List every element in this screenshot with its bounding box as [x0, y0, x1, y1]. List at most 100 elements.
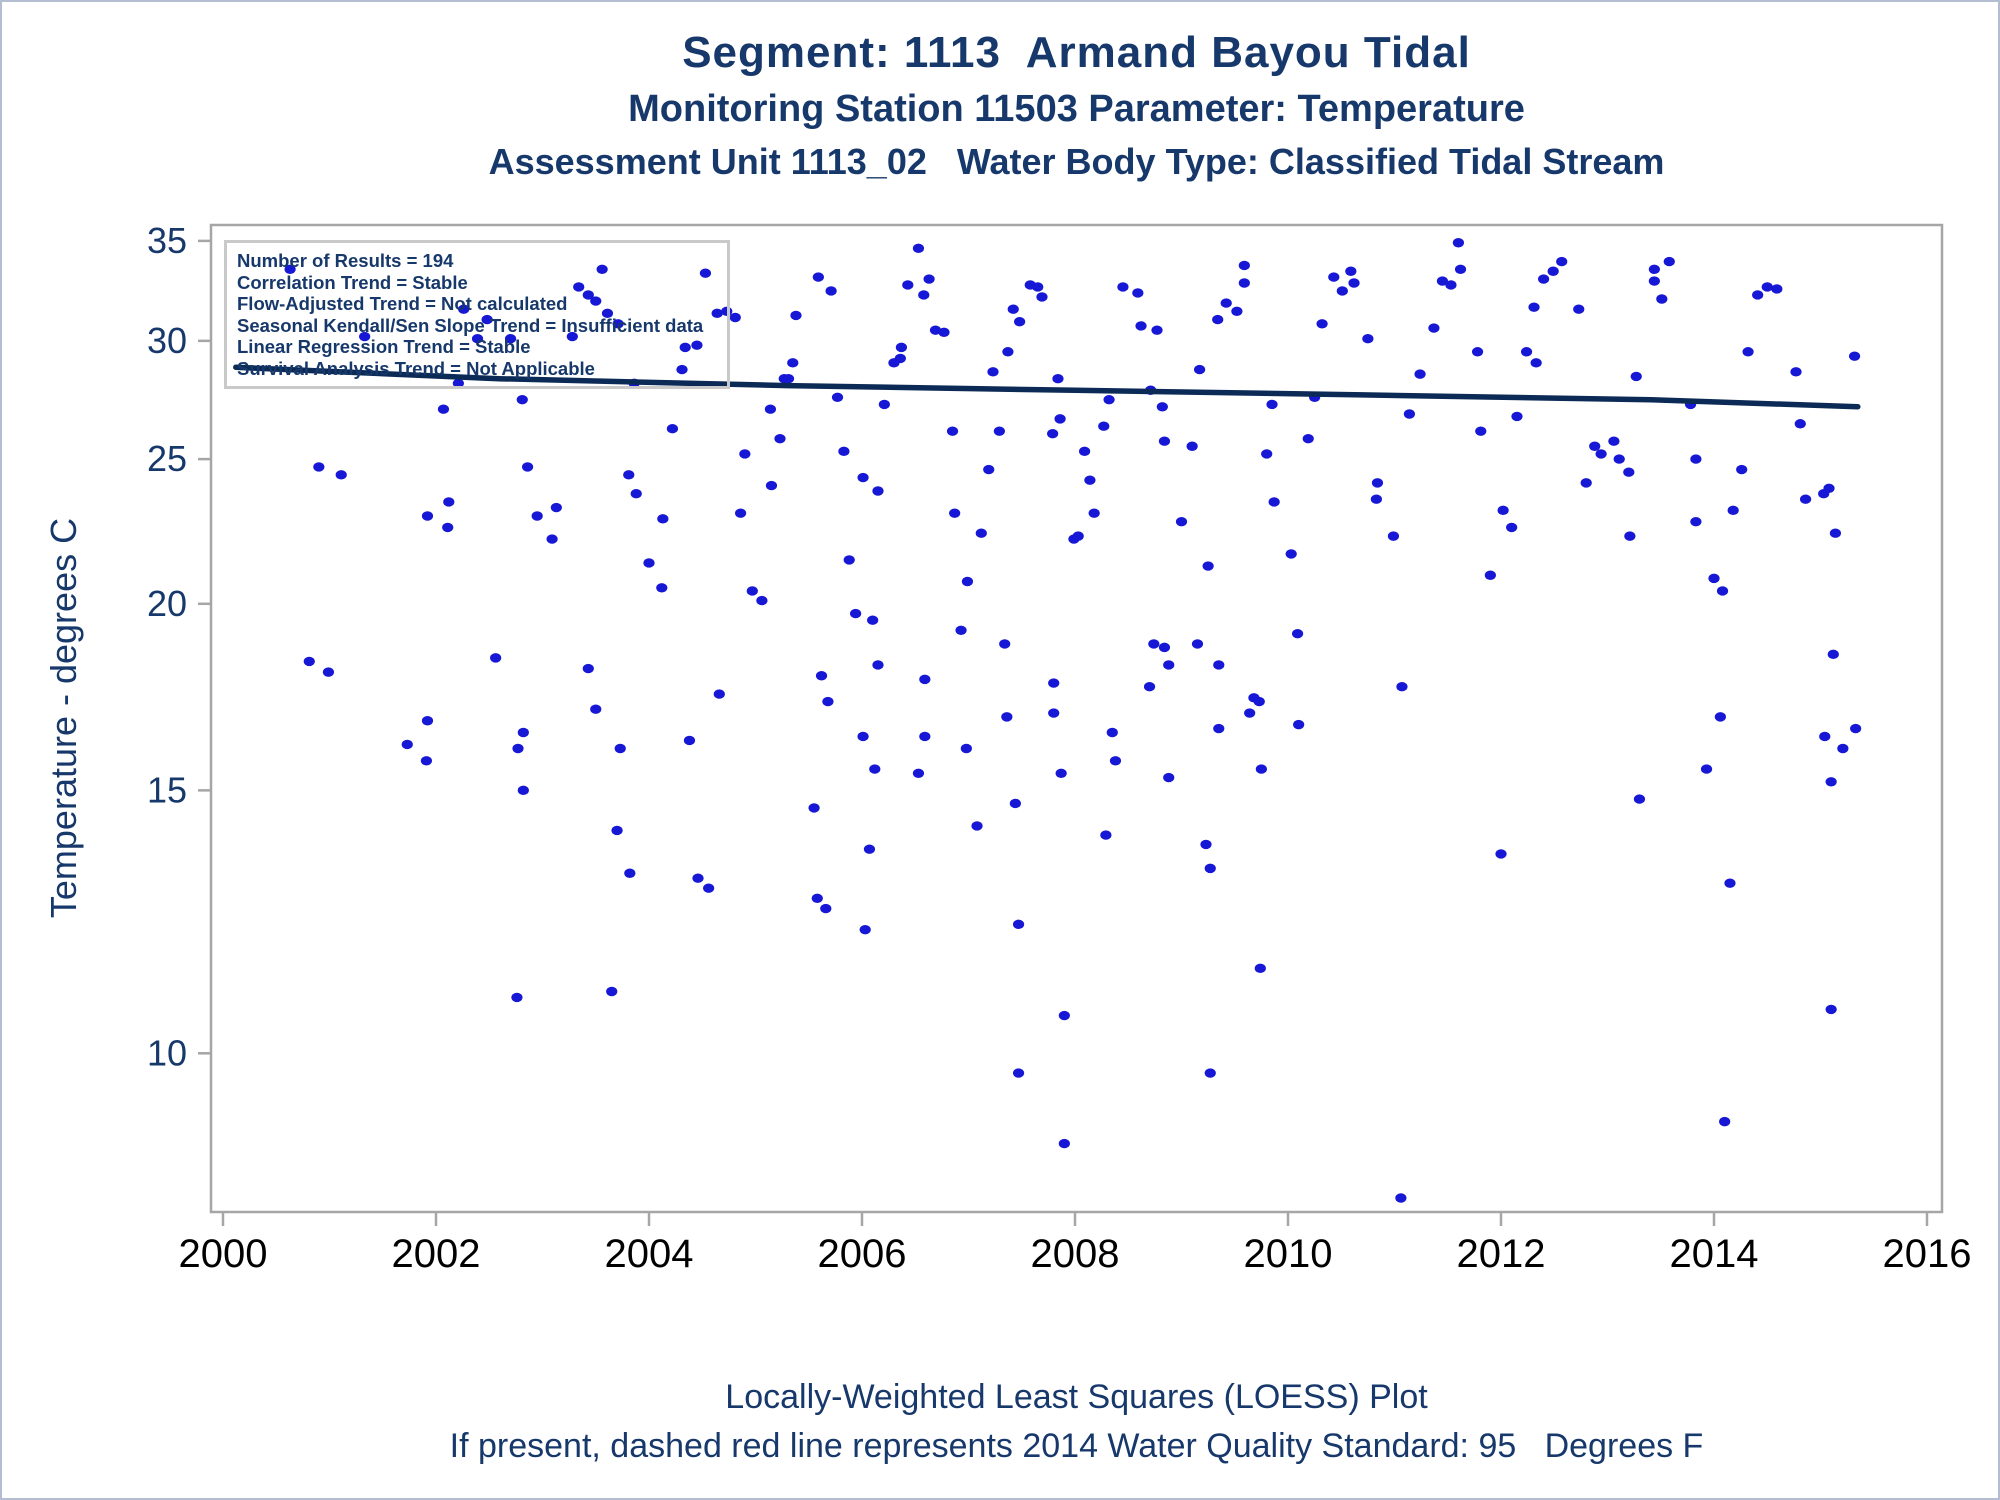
data-point [335, 470, 347, 480]
data-point [1238, 278, 1250, 288]
data-point [1163, 660, 1175, 670]
data-point [582, 290, 594, 300]
data-point [1452, 238, 1464, 248]
data-point [1253, 696, 1265, 707]
data-point [888, 358, 900, 368]
data-point [1595, 449, 1607, 459]
data-point [1117, 282, 1129, 292]
data-point [566, 331, 578, 342]
data-point [1370, 494, 1382, 504]
data-point [1109, 756, 1122, 766]
data-point [919, 674, 931, 685]
data-point [857, 731, 869, 742]
data-point [481, 314, 493, 325]
data-point [1484, 570, 1496, 580]
data-point [1825, 1004, 1837, 1015]
y-tick-label: 35 [147, 220, 187, 261]
data-point [857, 472, 869, 483]
data-point [1387, 531, 1400, 541]
data-point [1520, 347, 1533, 357]
data-point [1336, 286, 1348, 296]
data-point [1220, 298, 1232, 308]
data-point [1403, 409, 1416, 419]
data-point [1818, 489, 1830, 499]
stat-number-of-results: Number of Results = 194 [237, 250, 454, 271]
data-point [1007, 304, 1019, 314]
page-title: Segment: 1113 Armand Bayou Tidal [682, 28, 1471, 77]
data-point [683, 735, 696, 746]
data-point [1001, 712, 1013, 722]
data-point [1204, 863, 1216, 874]
data-point [1244, 708, 1256, 718]
data-point [1032, 282, 1044, 292]
x-tick-label: 2010 [1244, 1232, 1333, 1276]
data-point [831, 392, 844, 402]
data-point [872, 660, 884, 670]
data-point [787, 358, 799, 368]
y-tick-label: 15 [147, 769, 187, 810]
data-point [1151, 325, 1163, 335]
data-point [630, 489, 642, 499]
data-point [643, 558, 655, 568]
data-point [1204, 1068, 1216, 1078]
data-point [1608, 436, 1620, 446]
page-subtitle: Monitoring Station 11503 Parameter: Temp… [628, 88, 1525, 130]
data-point [1630, 371, 1642, 382]
data-point [1656, 294, 1668, 304]
data-point [601, 308, 614, 319]
x-tick-label: 2000 [179, 1232, 268, 1276]
data-point [322, 667, 335, 677]
data-point [764, 404, 777, 414]
data-point [1345, 266, 1357, 276]
data-point [512, 743, 524, 754]
x-tick-label: 2014 [1670, 1232, 1759, 1276]
data-point [895, 342, 908, 353]
data-point [1012, 1068, 1025, 1078]
data-point [517, 785, 529, 796]
data-point [1761, 282, 1773, 292]
data-point [1268, 497, 1280, 507]
data-point [546, 534, 558, 544]
data-point [993, 426, 1005, 436]
data-point [850, 608, 862, 619]
data-point [923, 274, 935, 284]
data-point [1819, 731, 1831, 742]
data-point [623, 470, 635, 480]
data-point [1078, 446, 1091, 457]
data-point [611, 825, 623, 836]
chart-footer: Locally-Weighted Least Squares (LOESS) P… [211, 1378, 1942, 1466]
data-point [1316, 319, 1328, 329]
data-point [1058, 1010, 1070, 1021]
data-point [1716, 586, 1729, 596]
data-point [1055, 768, 1067, 778]
data-point [1255, 764, 1267, 774]
data-point [1623, 467, 1635, 477]
data-point [573, 282, 585, 292]
data-point [1528, 302, 1540, 312]
data-point [691, 340, 703, 350]
data-point [1771, 284, 1783, 294]
data-point [734, 508, 747, 518]
data-point [1213, 660, 1225, 670]
data-point [729, 312, 741, 323]
data-point [1396, 682, 1408, 692]
data-point [679, 342, 691, 353]
data-point [1648, 276, 1660, 286]
data-point [458, 304, 470, 314]
data-point [1200, 839, 1212, 850]
data-point [699, 268, 712, 278]
data-point [808, 803, 820, 813]
data-point [1530, 358, 1542, 368]
data-point [517, 727, 529, 738]
data-point [656, 583, 668, 593]
data-point [825, 286, 837, 296]
data-point [442, 522, 454, 533]
y-tick-label: 20 [147, 583, 187, 624]
data-point [1254, 963, 1266, 974]
stat-correlation-trend: Correlation Trend = Stable [237, 271, 468, 293]
data-point [1014, 316, 1026, 327]
data-point [765, 480, 778, 491]
data-point [1395, 1193, 1407, 1203]
data-point [1471, 347, 1484, 357]
